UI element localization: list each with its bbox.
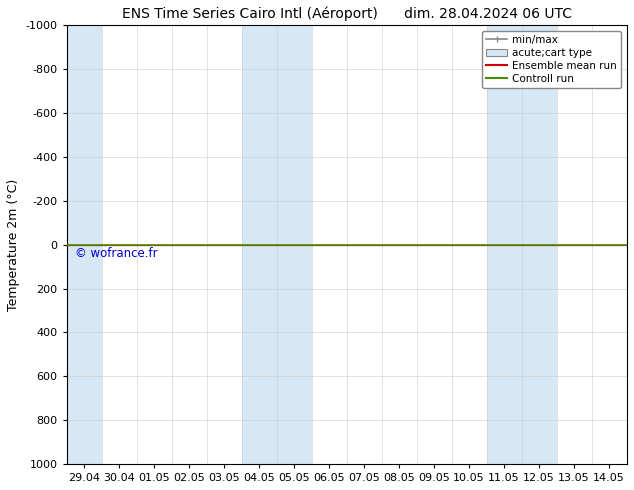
Bar [242, 25, 276, 464]
Bar [276, 25, 311, 464]
Y-axis label: Temperature 2m (°C): Temperature 2m (°C) [7, 178, 20, 311]
Legend: min/max, acute;cart type, Ensemble mean run, Controll run: min/max, acute;cart type, Ensemble mean … [482, 30, 621, 88]
Bar [522, 25, 557, 464]
Text: © wofrance.fr: © wofrance.fr [75, 247, 158, 260]
Bar [67, 25, 101, 464]
Bar [486, 25, 522, 464]
Title: ENS Time Series Cairo Intl (Aéroport)      dim. 28.04.2024 06 UTC: ENS Time Series Cairo Intl (Aéroport) di… [122, 7, 571, 22]
